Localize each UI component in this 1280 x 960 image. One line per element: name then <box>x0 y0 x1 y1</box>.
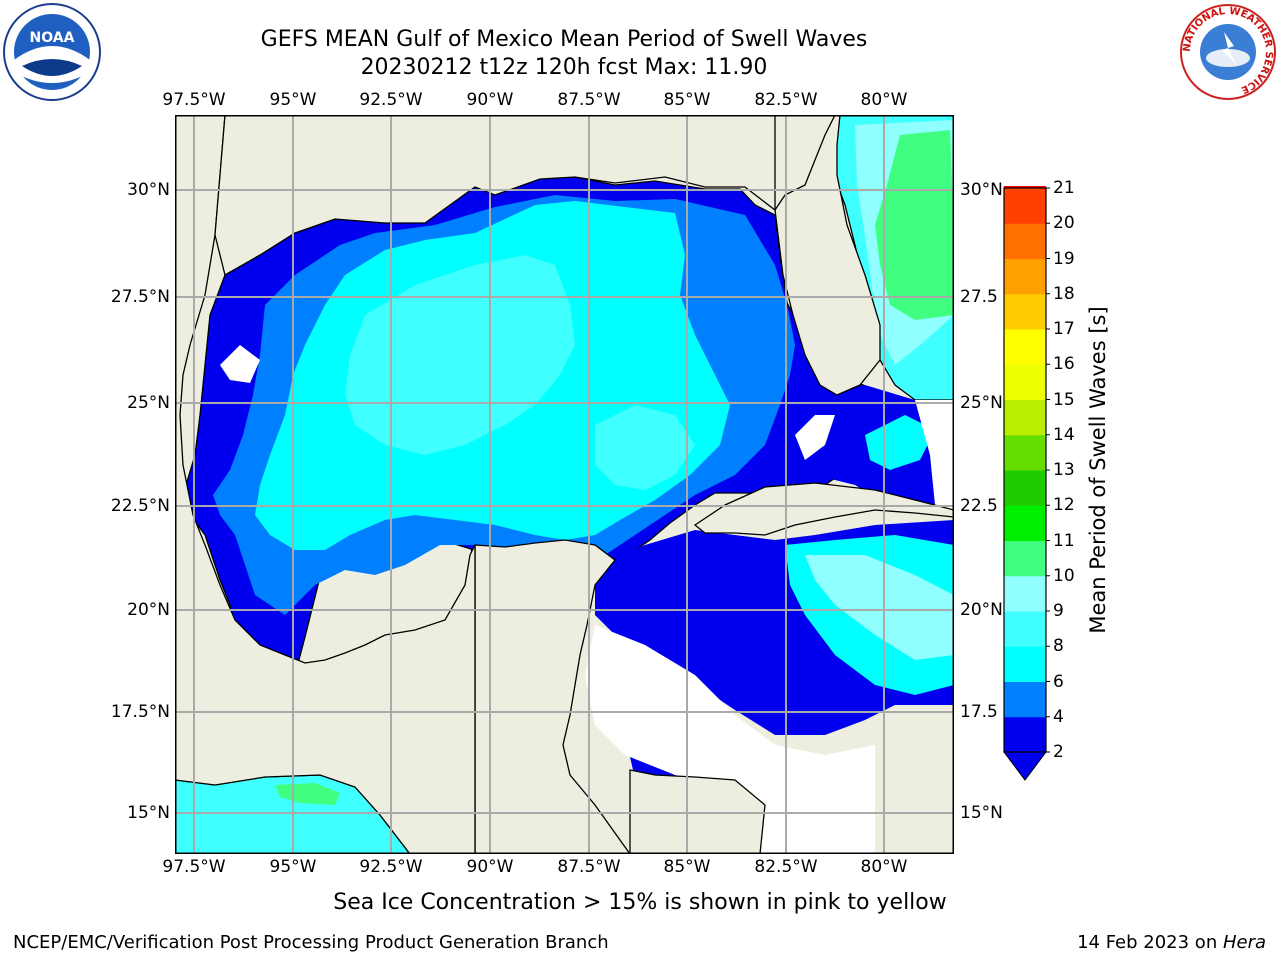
lon-label-top: 92.5°W <box>359 90 423 110</box>
lat-label-right: 25°N <box>960 393 1003 413</box>
swell-band-6-8 <box>345 255 575 455</box>
colorbar-tick-label: 20 <box>1053 213 1075 234</box>
swell-band-9-10 <box>275 783 340 805</box>
footer-date-text: 14 Feb 2023 on <box>1077 932 1223 953</box>
lon-label-top: 82.5°W <box>754 90 818 110</box>
lat-label-left: 27.5°N <box>110 287 170 307</box>
no-data-area <box>915 400 954 510</box>
colorbar-label: Mean Period of Swell Waves [s] <box>1086 306 1110 634</box>
no-data-area <box>220 345 260 383</box>
colorbar-tick-label: 17 <box>1053 319 1075 339</box>
mexico-mainland <box>175 115 476 854</box>
lat-label-right: 27.5 <box>960 287 998 307</box>
florida-peninsula <box>774 115 881 396</box>
colorbar-tick-label: 18 <box>1053 283 1075 304</box>
map-graticule <box>175 115 954 854</box>
colorbar-bin <box>1004 399 1046 436</box>
map-frame <box>175 115 954 854</box>
colorbar-tick-label: 10 <box>1053 565 1075 586</box>
colorbar-bin <box>1004 364 1046 400</box>
lon-label-top: 80°W <box>860 90 908 110</box>
lon-label-bottom: 97.5°W <box>162 857 226 877</box>
colorbar-bin <box>1004 681 1046 718</box>
lon-label-bottom: 92.5°W <box>359 857 423 877</box>
colorbar-tick-label: 19 <box>1053 248 1075 269</box>
lon-label-top: 85°W <box>663 90 711 110</box>
us-gulf-coast <box>214 115 776 276</box>
colorbar-bin <box>1004 505 1046 541</box>
lat-label-left: 25°N <box>127 393 170 413</box>
colorbar-tick-label: 12 <box>1053 495 1075 516</box>
noaa-logo-icon: NOAA <box>2 2 102 102</box>
no-data-area <box>795 415 835 460</box>
footer-date: 14 Feb 2023 on Hera <box>1077 932 1266 953</box>
colorbar-tick-label: 15 <box>1053 389 1075 410</box>
colorbar-bin <box>1004 188 1046 224</box>
cuba <box>693 482 954 536</box>
national-weather-service-logo-icon: NATIONAL WEATHER SERVICE <box>1178 2 1278 102</box>
lat-label-left: 15°N <box>127 803 170 823</box>
colorbar-bin <box>1004 646 1046 682</box>
colorbar-tick-label: 9 <box>1053 601 1064 621</box>
gulf-of-mexico-map <box>175 115 954 854</box>
lat-label-left: 20°N <box>127 600 170 620</box>
lon-label-top: 97.5°W <box>162 90 226 110</box>
lon-label-bottom: 90°W <box>466 857 514 877</box>
colorbar-tick-label: 11 <box>1053 530 1075 551</box>
colorbar-tick-label: 14 <box>1053 424 1075 445</box>
lon-label-bottom: 85°W <box>663 857 711 877</box>
map-title: GEFS MEAN Gulf of Mexico Mean Period of … <box>260 27 868 52</box>
colorbar-tick-label: 2 <box>1053 742 1064 762</box>
colorbar-bin <box>1004 434 1046 471</box>
colorbar-bin <box>1004 223 1046 259</box>
colorbar-bin <box>1004 329 1046 365</box>
lat-label-right: 20°N <box>960 600 1003 620</box>
colorbar-bin <box>1004 540 1046 577</box>
lat-label-right: 15°N <box>960 803 1003 823</box>
lat-label-left: 22.5°N <box>110 496 170 516</box>
no-data-area <box>585 625 875 854</box>
map-subtitle: 20230212 t12z 120h fcst Max: 11.90 <box>360 55 768 80</box>
lon-label-bottom: 95°W <box>269 857 317 877</box>
footer-machine: Hera <box>1222 932 1266 953</box>
swell-band-6-8 <box>595 405 695 490</box>
colorbar-bin <box>1004 575 1046 612</box>
colorbar <box>1003 186 1050 781</box>
colorbar-bin <box>1004 293 1046 330</box>
colorbar-tick-label: 6 <box>1053 671 1064 692</box>
colorbar-bin <box>1004 186 1046 189</box>
colorbar-tick-label: 16 <box>1053 354 1075 375</box>
lon-label-bottom: 87.5°W <box>557 857 621 877</box>
colorbar-tick-label: 4 <box>1053 706 1064 727</box>
lon-label-top: 90°W <box>466 90 514 110</box>
yucatan-peninsula <box>474 539 631 854</box>
lat-label-right: 30°N <box>960 180 1003 200</box>
lat-label-right: 22.5 <box>960 496 998 516</box>
colorbar-tick-label: 21 <box>1053 178 1075 198</box>
lon-label-top: 95°W <box>269 90 317 110</box>
lat-label-right: 17.5 <box>960 702 998 722</box>
colorbar-bin <box>1004 611 1046 647</box>
sea-ice-note: Sea Ice Concentration > 15% is shown in … <box>333 890 947 915</box>
lon-label-top: 87.5°W <box>557 90 621 110</box>
lat-label-left: 30°N <box>127 180 170 200</box>
colorbar-tick-label: 13 <box>1053 460 1075 480</box>
colorbar-bin <box>1004 470 1046 506</box>
colorbar-bin <box>1004 258 1046 295</box>
footer-organization: NCEP/EMC/Verification Post Processing Pr… <box>13 932 609 953</box>
colorbar-tick-label: 8 <box>1053 636 1064 657</box>
colorbar-bin <box>1004 716 1046 753</box>
lon-label-bottom: 82.5°W <box>754 857 818 877</box>
swell-band-4-6 <box>865 415 935 470</box>
lon-label-bottom: 80°W <box>860 857 908 877</box>
swell-band-6-8 <box>805 555 954 660</box>
lat-label-left: 17.5°N <box>110 702 170 722</box>
noaa-text: NOAA <box>30 30 75 46</box>
swell-band-9-10 <box>875 130 954 320</box>
